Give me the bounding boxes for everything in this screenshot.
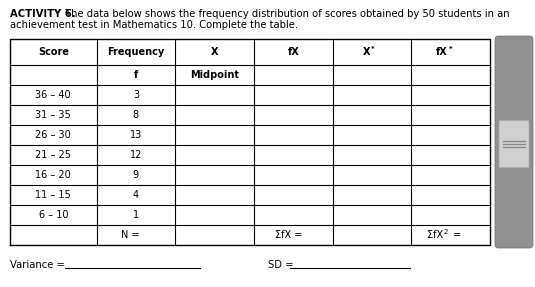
Text: Midpoint: Midpoint	[190, 70, 239, 80]
Text: 9: 9	[133, 170, 139, 180]
Text: Score: Score	[38, 47, 69, 57]
Text: fX: fX	[436, 47, 448, 57]
Text: 31 – 35: 31 – 35	[35, 110, 71, 120]
Text: achievement test in Mathematics 10. Complete the table.: achievement test in Mathematics 10. Comp…	[10, 20, 298, 30]
Text: 3: 3	[133, 90, 139, 100]
Text: X: X	[211, 47, 218, 57]
Text: 26 – 30: 26 – 30	[35, 130, 71, 140]
Text: *: *	[371, 46, 374, 52]
Text: ΣfX: ΣfX	[426, 230, 442, 240]
FancyBboxPatch shape	[499, 121, 529, 168]
Text: 36 – 40: 36 – 40	[35, 90, 71, 100]
Text: SD =: SD =	[268, 260, 294, 270]
Text: 2: 2	[444, 229, 448, 235]
Text: 1: 1	[133, 210, 139, 220]
Text: 8: 8	[133, 110, 139, 120]
Text: N =: N =	[121, 230, 140, 240]
Text: Frequency: Frequency	[108, 47, 165, 57]
Text: ACTIVITY 6.: ACTIVITY 6.	[10, 9, 75, 19]
Text: 4: 4	[133, 190, 139, 200]
Text: The data below shows the frequency distribution of scores obtained by 50 student: The data below shows the frequency distr…	[62, 9, 510, 19]
Text: ΣfX =: ΣfX =	[274, 230, 302, 240]
Text: 21 – 25: 21 – 25	[35, 150, 71, 160]
Text: 6 – 10: 6 – 10	[39, 210, 68, 220]
Text: *: *	[449, 46, 452, 52]
Text: 16 – 20: 16 – 20	[35, 170, 71, 180]
Text: =: =	[449, 230, 461, 240]
Text: 12: 12	[129, 150, 142, 160]
Text: X: X	[363, 47, 370, 57]
Text: Variance =: Variance =	[10, 260, 65, 270]
Text: 13: 13	[130, 130, 142, 140]
Text: f: f	[134, 70, 138, 80]
FancyBboxPatch shape	[495, 36, 533, 248]
Text: 11 – 15: 11 – 15	[35, 190, 71, 200]
Text: fX: fX	[287, 47, 299, 57]
